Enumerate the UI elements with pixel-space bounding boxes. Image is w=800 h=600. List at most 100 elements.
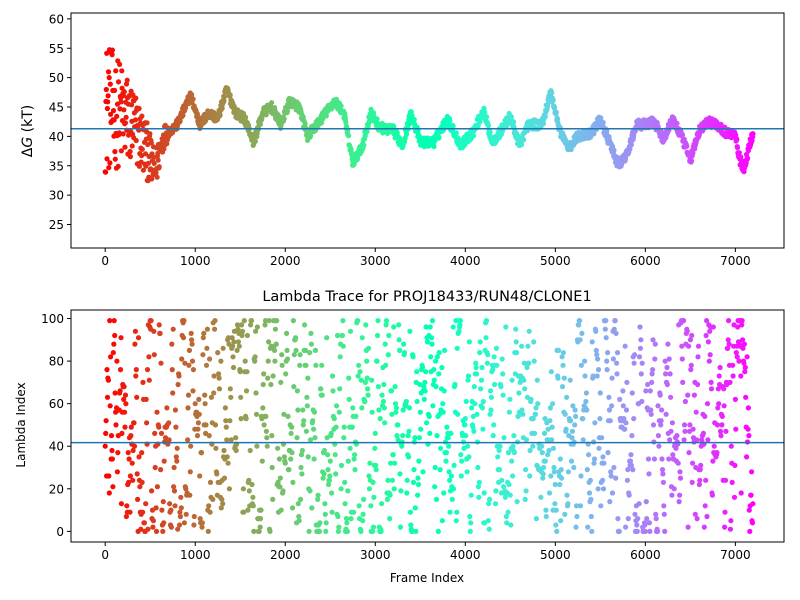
dg-point <box>136 105 142 112</box>
lambda-point <box>499 477 505 483</box>
lambda-point <box>329 490 335 496</box>
lambda-point <box>399 443 405 449</box>
lambda-point <box>151 352 157 358</box>
lambda-point <box>532 430 538 436</box>
lambda-point <box>297 362 303 368</box>
dg-point <box>542 114 548 120</box>
lambda-point <box>458 473 464 479</box>
lambda-point <box>341 424 347 430</box>
lambda-point <box>454 509 460 515</box>
dg-point <box>108 111 114 117</box>
lambda-point <box>534 377 540 383</box>
lambda-point <box>738 373 744 379</box>
lambda-point <box>111 318 117 324</box>
dg-point <box>415 128 421 134</box>
lambda-point <box>362 379 368 385</box>
lambda-point <box>578 362 585 368</box>
lambda-point <box>533 405 539 411</box>
lambda-x-tick-label: 7000 <box>720 548 751 562</box>
lambda-point <box>573 524 579 530</box>
lambda-point <box>376 407 382 413</box>
lambda-point <box>477 339 483 345</box>
lambda-point <box>230 354 236 360</box>
lambda-point <box>223 424 229 430</box>
lambda-point <box>311 426 317 432</box>
lambda-point <box>433 358 439 364</box>
lambda-point <box>427 430 433 436</box>
lambda-point <box>628 452 634 458</box>
dg-point <box>627 146 633 152</box>
lambda-point <box>126 479 132 485</box>
lambda-point <box>312 347 318 353</box>
dg-point <box>557 125 564 131</box>
lambda-point <box>150 524 156 530</box>
lambda-point <box>697 477 703 483</box>
lambda-point <box>233 447 239 454</box>
lambda-point <box>408 522 414 528</box>
lambda-point <box>374 358 380 364</box>
lambda-point <box>658 418 664 424</box>
lambda-point <box>706 358 712 364</box>
dg-point <box>431 143 437 150</box>
lambda-point <box>467 513 473 520</box>
lambda-point <box>549 424 555 430</box>
lambda-point <box>551 464 557 471</box>
lambda-point <box>351 509 357 515</box>
lambda-point <box>125 450 131 456</box>
lambda-point <box>526 360 532 366</box>
dg-point <box>482 109 488 115</box>
lambda-point <box>732 462 738 468</box>
lambda-point <box>705 437 711 443</box>
lambda-point <box>253 390 259 396</box>
lambda-point <box>235 326 241 332</box>
lambda-point <box>404 477 410 483</box>
lambda-point <box>506 481 512 488</box>
lambda-point <box>673 445 679 451</box>
lambda-point <box>277 475 283 481</box>
lambda-point <box>631 416 637 422</box>
lambda-point <box>516 390 522 396</box>
dg-point <box>116 130 122 136</box>
dg-point <box>221 98 227 104</box>
lambda-point <box>224 454 230 460</box>
lambda-point <box>551 469 558 475</box>
lambda-point <box>246 488 252 494</box>
lambda-point <box>539 450 545 456</box>
lambda-point <box>453 518 459 524</box>
lambda-point <box>532 411 539 417</box>
lambda-point <box>580 437 586 443</box>
lambda-point <box>446 469 452 475</box>
lambda-point <box>218 505 224 511</box>
lambda-point <box>419 364 426 371</box>
dg-point <box>540 120 547 127</box>
lambda-point <box>248 318 255 324</box>
lambda-point <box>250 494 256 500</box>
lambda-point <box>353 413 359 419</box>
lambda-point <box>192 401 198 407</box>
lambda-point <box>487 388 494 394</box>
lambda-point <box>216 375 222 381</box>
lambda-point <box>241 318 247 324</box>
lambda-point <box>381 405 387 411</box>
lambda-point <box>302 347 309 353</box>
lambda-point <box>610 356 617 362</box>
lambda-point <box>488 394 494 400</box>
lambda-point <box>183 511 189 517</box>
dg-point <box>217 112 223 118</box>
dg-point <box>117 106 123 112</box>
lambda-point <box>212 318 218 324</box>
lambda-point <box>727 379 733 385</box>
lambda-point <box>490 367 496 373</box>
lambda-point <box>152 464 158 471</box>
lambda-point <box>479 405 485 411</box>
dg-point <box>147 131 153 137</box>
lambda-point <box>598 503 604 509</box>
lambda-point <box>721 386 727 392</box>
lambda-point <box>606 407 613 413</box>
lambda-point <box>499 356 505 362</box>
lambda-point <box>458 452 464 458</box>
lambda-point <box>492 501 499 507</box>
dg-point <box>104 156 110 162</box>
lambda-point <box>345 488 351 494</box>
lambda-point <box>650 367 656 373</box>
